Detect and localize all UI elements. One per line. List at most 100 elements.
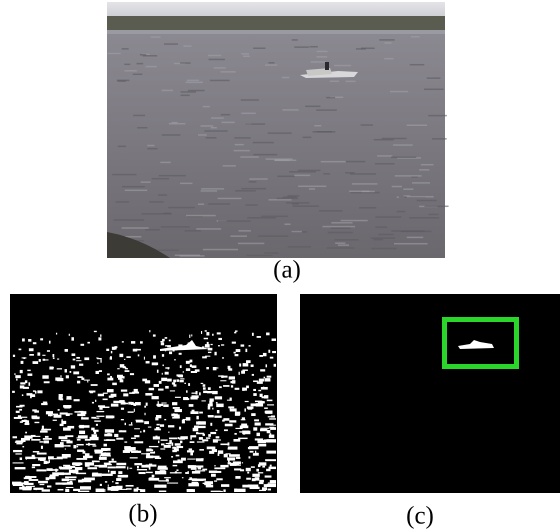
speckle bbox=[62, 454, 71, 457]
speckle bbox=[202, 469, 207, 471]
speckle bbox=[60, 375, 61, 377]
speckle bbox=[207, 391, 212, 393]
wave bbox=[158, 194, 167, 196]
wave bbox=[395, 175, 422, 177]
caption-c: (c) bbox=[406, 503, 434, 530]
speckle bbox=[260, 369, 265, 371]
wave bbox=[314, 125, 321, 127]
speckle bbox=[168, 367, 169, 369]
speckle bbox=[235, 388, 240, 390]
speckle bbox=[202, 439, 208, 441]
speckle bbox=[15, 441, 23, 442]
wave bbox=[161, 226, 190, 228]
speckle bbox=[192, 365, 197, 368]
wave bbox=[361, 124, 374, 126]
speckle bbox=[144, 413, 145, 415]
speckle bbox=[120, 379, 124, 382]
speckle bbox=[66, 375, 69, 378]
speckle bbox=[203, 384, 206, 387]
speckle bbox=[32, 417, 39, 420]
speckle bbox=[234, 352, 236, 354]
wave bbox=[322, 226, 355, 228]
speckle bbox=[186, 390, 188, 392]
speckle bbox=[131, 422, 132, 424]
speckle bbox=[180, 365, 182, 368]
speckle bbox=[66, 396, 71, 399]
speckle bbox=[126, 485, 134, 487]
speckle bbox=[161, 378, 167, 381]
speckle bbox=[99, 406, 102, 409]
wave bbox=[345, 161, 365, 163]
speckle bbox=[100, 359, 101, 362]
speckle bbox=[105, 429, 114, 432]
wave bbox=[277, 198, 298, 200]
speckle bbox=[154, 362, 158, 365]
speckle bbox=[28, 382, 30, 385]
speckle bbox=[274, 364, 276, 367]
speckle bbox=[262, 487, 267, 490]
speckle bbox=[80, 486, 91, 489]
wave bbox=[201, 190, 217, 192]
speckle bbox=[134, 441, 143, 443]
speckle bbox=[29, 348, 34, 351]
wave bbox=[409, 217, 439, 219]
speckle bbox=[109, 461, 117, 463]
speckle bbox=[60, 398, 63, 400]
speckle bbox=[42, 426, 44, 429]
speckle bbox=[214, 352, 216, 355]
speckle bbox=[176, 379, 179, 381]
speckle bbox=[142, 379, 147, 382]
speckle bbox=[253, 389, 256, 391]
wave bbox=[124, 64, 130, 66]
speckle bbox=[242, 485, 252, 488]
speckle bbox=[153, 334, 156, 336]
speckle bbox=[269, 427, 274, 428]
wave bbox=[258, 235, 288, 237]
speckle bbox=[268, 350, 270, 353]
wave bbox=[247, 217, 276, 219]
speckle bbox=[179, 437, 185, 439]
speckle bbox=[260, 394, 263, 397]
wave bbox=[186, 215, 216, 217]
wave bbox=[208, 55, 221, 57]
speckle bbox=[234, 468, 241, 470]
speckle bbox=[21, 361, 24, 364]
speckle bbox=[150, 452, 155, 454]
speckle bbox=[143, 430, 145, 432]
speckle bbox=[53, 420, 57, 421]
speckle bbox=[202, 434, 204, 436]
speckle bbox=[165, 337, 168, 339]
wave bbox=[253, 47, 265, 49]
speckle bbox=[185, 472, 189, 474]
speckle bbox=[112, 481, 113, 482]
speckle bbox=[53, 458, 63, 459]
speckle bbox=[145, 393, 152, 396]
wave bbox=[292, 39, 298, 41]
speckle bbox=[230, 407, 231, 410]
wave bbox=[268, 62, 274, 64]
speckle bbox=[93, 418, 99, 419]
speckle bbox=[235, 413, 240, 416]
speckle bbox=[221, 344, 224, 345]
wave bbox=[145, 229, 159, 231]
wave bbox=[116, 201, 129, 203]
speckle bbox=[207, 484, 211, 487]
speckle bbox=[205, 330, 207, 331]
speckle bbox=[261, 387, 268, 390]
speckle bbox=[15, 375, 20, 378]
speckle bbox=[128, 411, 134, 412]
speckle bbox=[99, 370, 102, 372]
wave bbox=[162, 134, 181, 136]
wave bbox=[160, 162, 170, 164]
speckle bbox=[130, 373, 134, 375]
speckle bbox=[16, 443, 22, 445]
speckle bbox=[220, 444, 228, 446]
speckle bbox=[29, 354, 34, 356]
speckle bbox=[180, 378, 184, 379]
wave bbox=[424, 89, 444, 91]
speckle bbox=[259, 379, 264, 382]
speckle bbox=[190, 441, 195, 443]
wave bbox=[335, 242, 345, 244]
speckle bbox=[46, 411, 53, 414]
speckle bbox=[212, 408, 213, 410]
